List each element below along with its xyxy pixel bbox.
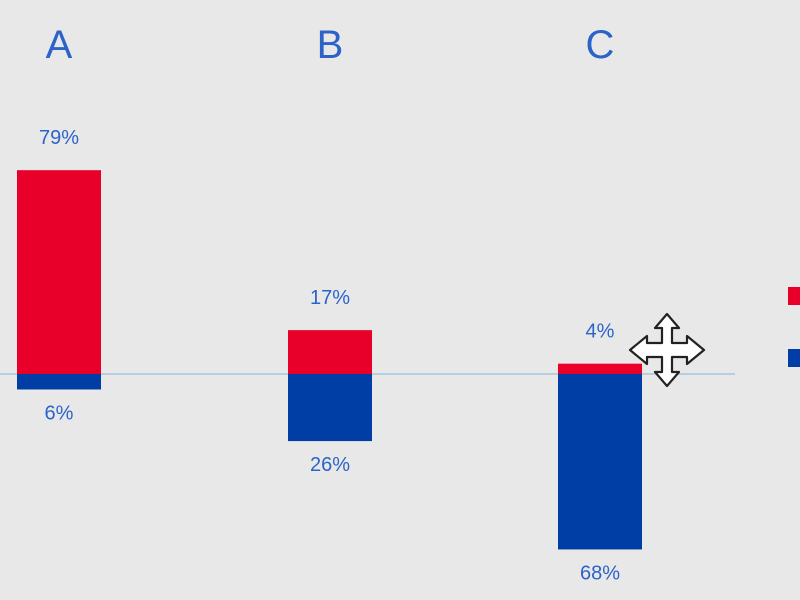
bar-c-series-2[interactable] bbox=[558, 374, 642, 550]
move-cursor-icon bbox=[628, 312, 706, 388]
category-label-b: B bbox=[317, 23, 344, 67]
data-label-b-series-2: 26% bbox=[310, 454, 350, 476]
legend-swatch-1 bbox=[788, 287, 800, 305]
data-label-c-series-1: 4% bbox=[586, 321, 615, 343]
data-label-a-series-1: 79% bbox=[39, 127, 79, 149]
bar-a-series-1[interactable] bbox=[17, 170, 101, 374]
legend-swatch-2 bbox=[788, 349, 800, 367]
category-label-c: C bbox=[586, 23, 615, 67]
data-label-a-series-2: 6% bbox=[45, 402, 74, 424]
data-label-c-series-2: 68% bbox=[580, 562, 620, 584]
category-label-a: A bbox=[46, 23, 73, 67]
bar-a-series-2[interactable] bbox=[17, 374, 101, 390]
bar-b-series-1[interactable] bbox=[288, 330, 372, 374]
bar-b-series-2[interactable] bbox=[288, 374, 372, 442]
bar-c-series-1[interactable] bbox=[558, 363, 642, 374]
data-label-b-series-1: 17% bbox=[310, 287, 350, 309]
